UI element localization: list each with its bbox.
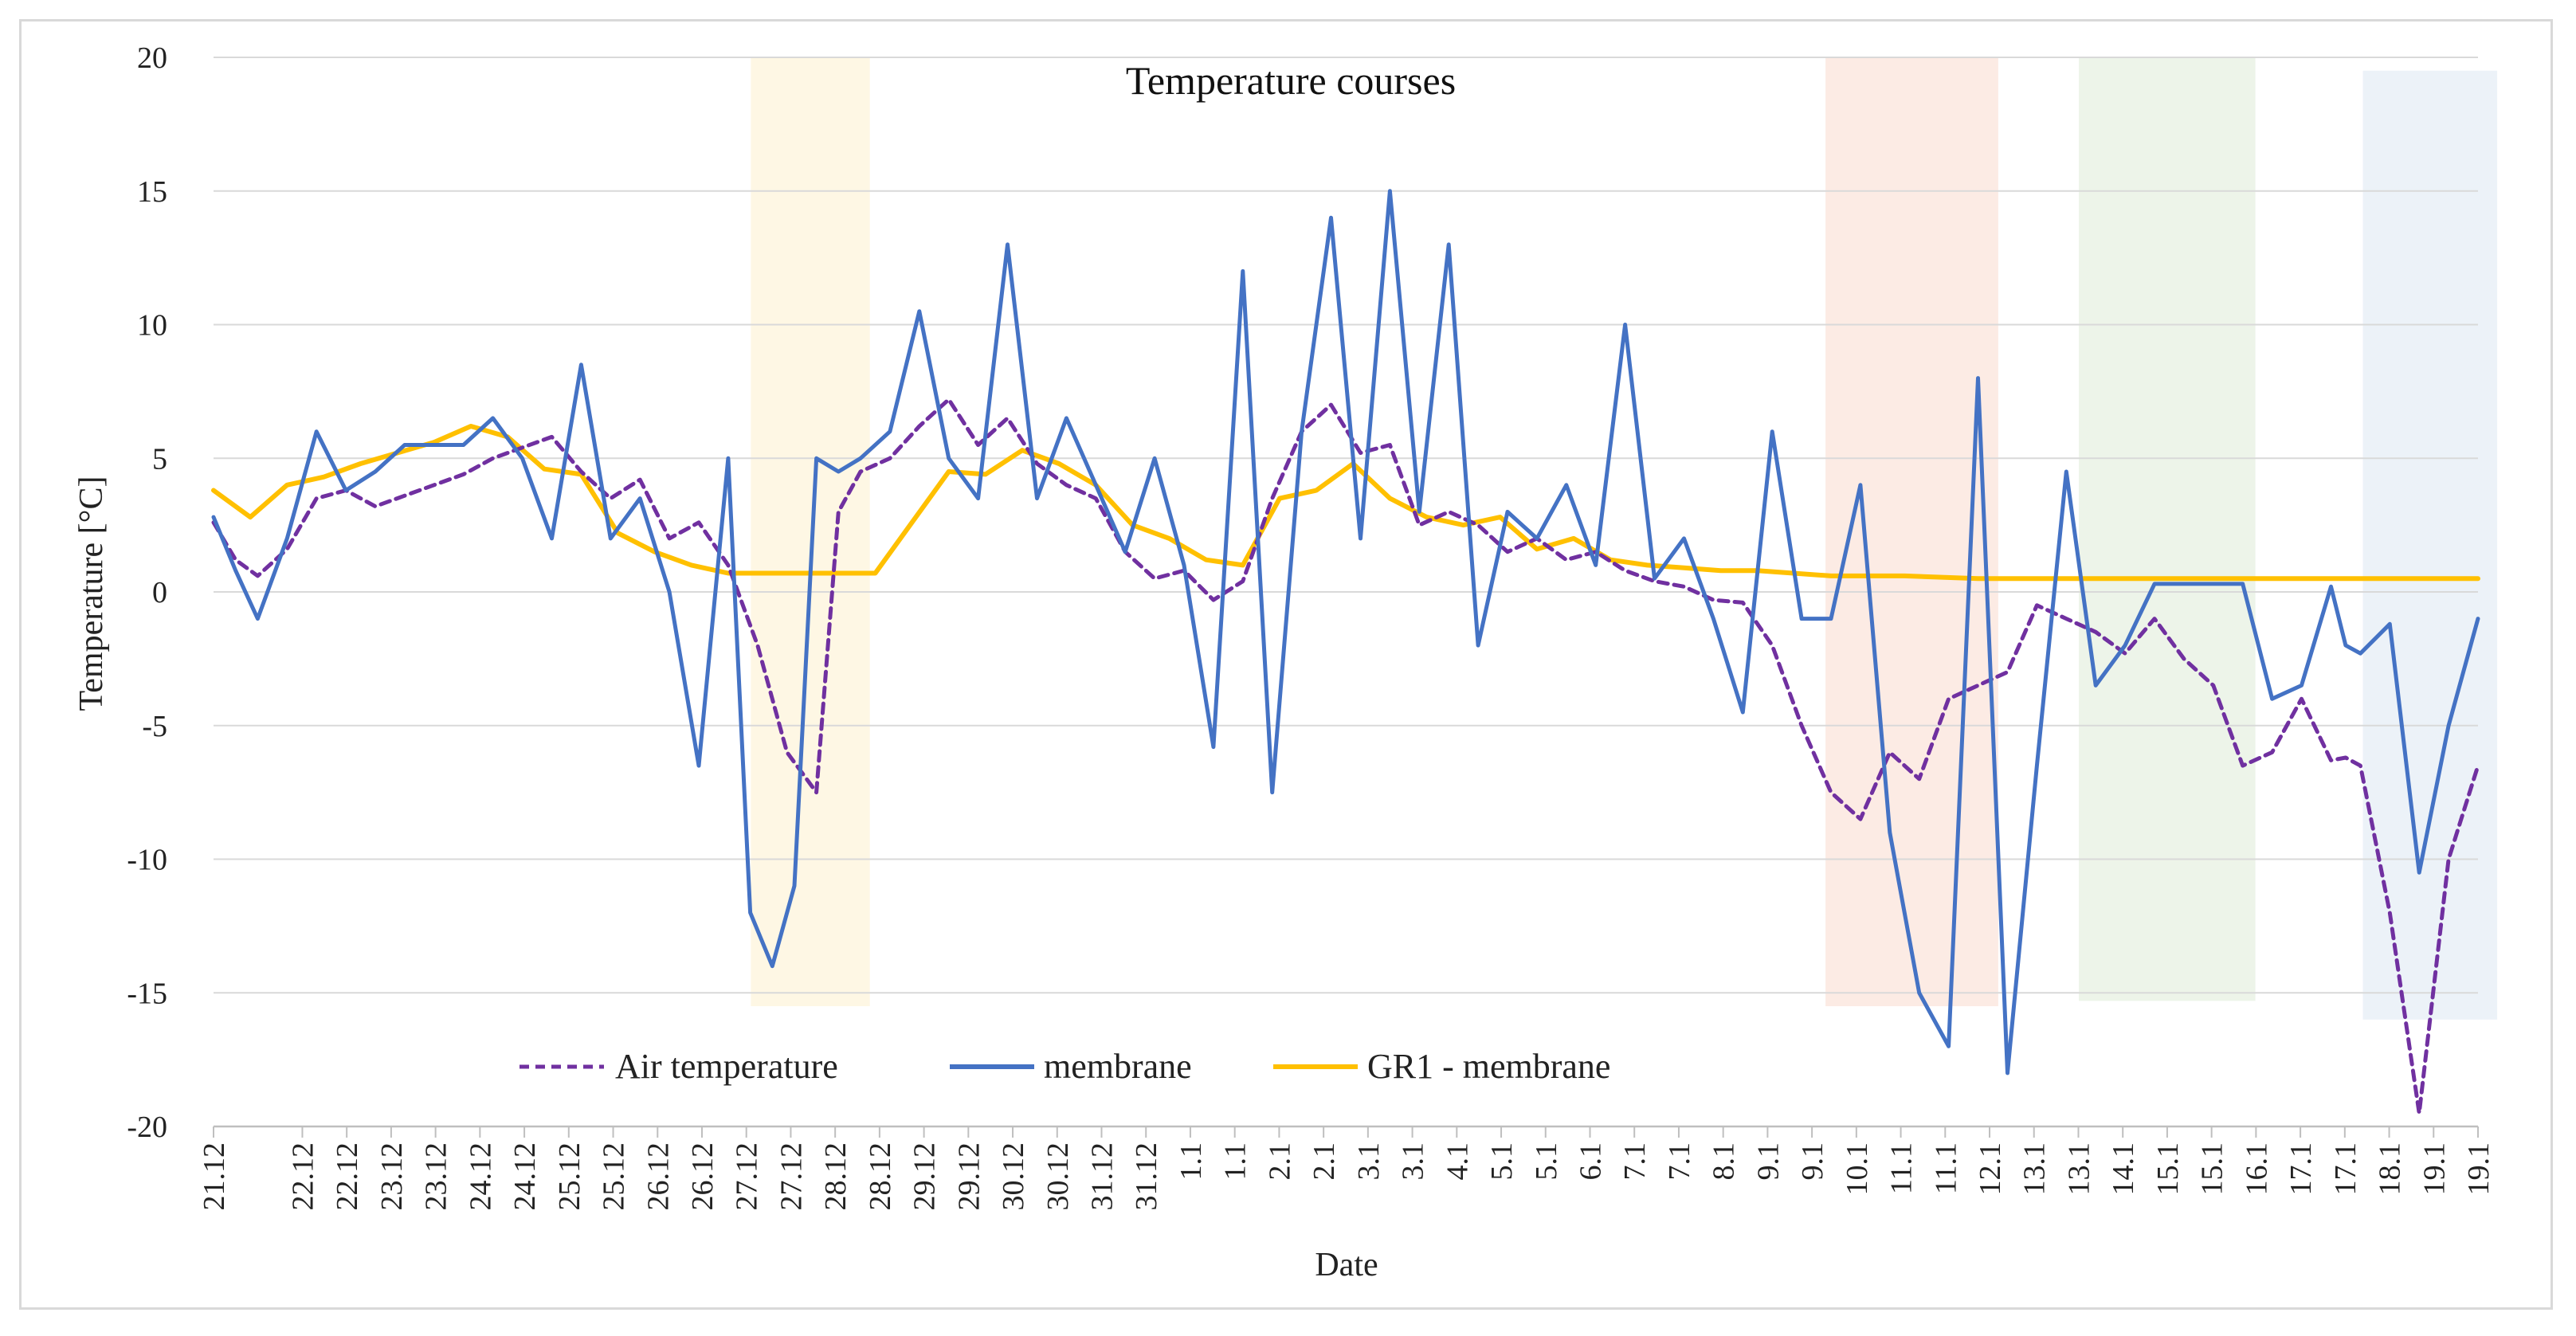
y-tick-label: -10: [127, 844, 167, 877]
x-tick-label: 11.1: [1885, 1142, 1919, 1194]
x-tick-label: 15.1: [2196, 1142, 2229, 1196]
x-tick-label: 25.12: [598, 1142, 631, 1211]
x-tick-label: 1.1: [1174, 1142, 1208, 1181]
x-tick-label: 6.1: [1574, 1142, 1607, 1181]
y-tick-label: 15: [137, 175, 167, 209]
x-tick-label: 5.1: [1485, 1142, 1519, 1181]
x-tick-label: 23.12: [375, 1142, 409, 1211]
x-tick-label: 24.12: [508, 1142, 542, 1211]
x-tick-label: 7.1: [1618, 1142, 1652, 1181]
x-tick-label: 29.12: [908, 1142, 942, 1211]
series-lines: [211, 189, 2480, 1115]
x-tick-label: 3.1: [1397, 1142, 1430, 1181]
highlight-band-3: [2079, 57, 2256, 1001]
x-tick-label: 16.1: [2240, 1142, 2273, 1196]
x-tick-label: 5.1: [1530, 1142, 1563, 1181]
highlight-band-1: [751, 57, 870, 1007]
x-tick-label: 22.12: [286, 1142, 320, 1211]
x-tick-label: 2.1: [1263, 1142, 1296, 1181]
y-tick-label: -15: [127, 977, 167, 1010]
y-tick-label: -20: [127, 1111, 167, 1144]
x-tick-label: 13.1: [2062, 1142, 2096, 1196]
legend-label-gr1-membrane: GR1 - membrane: [1367, 1047, 1610, 1086]
x-tick-label: 1.1: [1219, 1142, 1253, 1181]
x-tick-label: 17.1: [2284, 1142, 2318, 1196]
series-line-gr1-membrane: [211, 424, 2480, 582]
x-tick-label: 28.12: [864, 1142, 897, 1211]
legend-label-membrane: membrane: [1044, 1047, 1192, 1086]
x-tick-label: 17.1: [2329, 1142, 2362, 1196]
x-axis-tick-labels: 21.12 22.12 22.12 23.12 23.12 24.12 24.12 25.12…: [198, 1126, 2496, 1211]
x-tick-label: 30.12: [1041, 1142, 1075, 1211]
legend: Air temperature membrane GR1 - membrane: [520, 1047, 1610, 1086]
x-tick-label: 30.12: [997, 1142, 1030, 1211]
x-tick-label: 27.12: [774, 1142, 808, 1211]
chart-title: Temperature courses: [1126, 58, 1456, 103]
y-tick-label: 5: [152, 442, 167, 476]
x-tick-label: 15.1: [2151, 1142, 2185, 1196]
x-tick-label: 29.12: [952, 1142, 986, 1211]
x-tick-label: 18.1: [2374, 1142, 2407, 1196]
x-tick-label: 28.12: [819, 1142, 853, 1211]
x-tick-label: 2.1: [1308, 1142, 1341, 1181]
x-tick-label: 14.1: [2107, 1142, 2140, 1196]
x-tick-label: 19.1: [2417, 1142, 2451, 1196]
y-axis-tick-labels: -20 -15 -10 -5 0 5 10 15 20: [127, 41, 167, 1144]
x-tick-label: 26.12: [641, 1142, 675, 1211]
y-tick-label: 20: [137, 41, 167, 75]
y-tick-label: 10: [137, 309, 167, 343]
x-tick-label: 22.12: [331, 1142, 364, 1211]
x-tick-label: 9.1: [1751, 1142, 1785, 1181]
series-line-membrane: [211, 189, 2480, 1075]
x-tick-label: 26.12: [686, 1142, 719, 1211]
highlight-band-4: [2362, 70, 2498, 1020]
x-tick-label: 12.1: [1974, 1142, 2007, 1196]
y-axis-title: Temperature [°C]: [73, 476, 110, 711]
y-tick-label: -5: [142, 710, 167, 743]
x-tick-label: 31.12: [1086, 1142, 1119, 1211]
x-tick-label: 21.12: [198, 1142, 231, 1211]
x-tick-label: 4.1: [1441, 1142, 1474, 1181]
x-tick-label: 27.12: [731, 1142, 764, 1211]
y-tick-label: 0: [152, 576, 167, 609]
x-tick-label: 19.1: [2462, 1142, 2496, 1196]
highlight-bands: [751, 57, 2498, 1020]
x-tick-label: 10.1: [1841, 1142, 1874, 1196]
x-tick-label: 13.1: [2018, 1142, 2052, 1196]
x-tick-label: 23.12: [420, 1142, 453, 1211]
x-tick-label: 7.1: [1663, 1142, 1696, 1181]
x-tick-label: 9.1: [1796, 1142, 1829, 1181]
gridlines: [214, 57, 2478, 994]
x-tick-label: 24.12: [464, 1142, 497, 1211]
x-tick-label: 31.12: [1130, 1142, 1163, 1211]
x-tick-label: 3.1: [1352, 1142, 1386, 1181]
x-tick-label: 25.12: [553, 1142, 586, 1211]
legend-label-air-temperature: Air temperature: [615, 1047, 838, 1086]
x-tick-label: 11.1: [1929, 1142, 1962, 1194]
x-tick-label: 8.1: [1708, 1142, 1741, 1181]
x-axis-title: Date: [1315, 1247, 1378, 1283]
